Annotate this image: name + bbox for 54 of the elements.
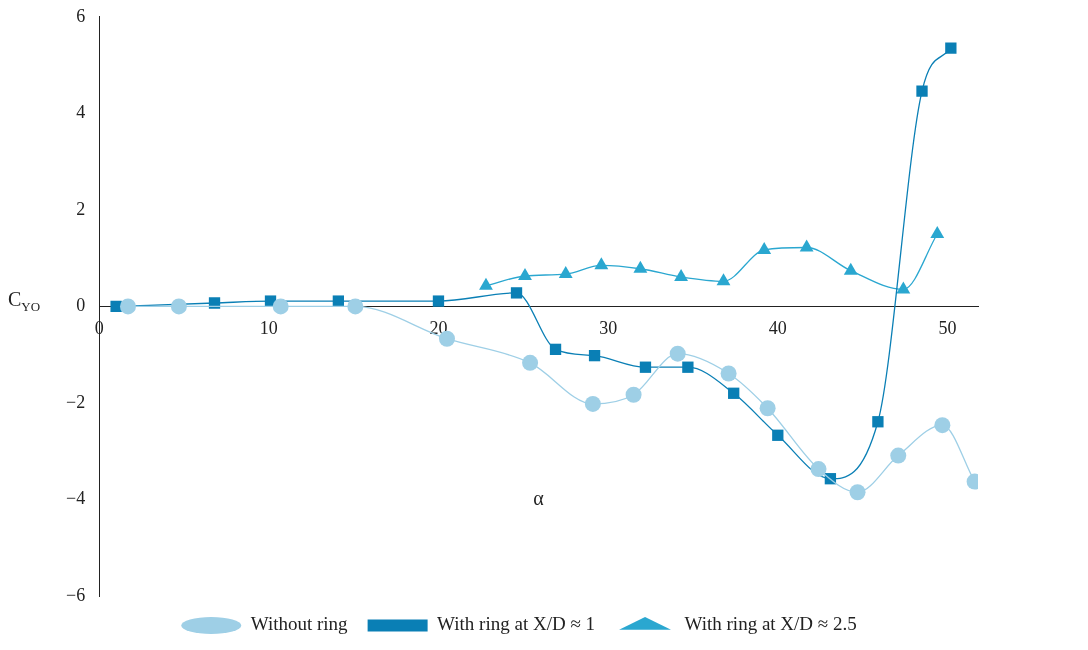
x-tick-label: 10 bbox=[259, 317, 278, 338]
point bbox=[810, 461, 827, 478]
point bbox=[716, 273, 731, 286]
point bbox=[772, 429, 784, 441]
point bbox=[522, 354, 539, 371]
point bbox=[890, 447, 907, 464]
point bbox=[332, 295, 345, 307]
y-tick-label: −4 bbox=[66, 488, 86, 509]
point bbox=[799, 239, 814, 252]
point bbox=[549, 343, 562, 356]
point bbox=[584, 395, 601, 412]
point bbox=[669, 345, 686, 362]
y-tick-label: 4 bbox=[76, 102, 86, 123]
point bbox=[558, 266, 573, 279]
point bbox=[720, 365, 737, 382]
x-axis-title: α bbox=[533, 486, 545, 509]
point bbox=[759, 400, 776, 417]
y-tick-label: 6 bbox=[76, 5, 86, 26]
point bbox=[849, 484, 866, 501]
y-tick-label: 0 bbox=[76, 295, 86, 316]
point bbox=[930, 226, 945, 238]
x-tick-label: 50 bbox=[938, 317, 957, 338]
point bbox=[518, 267, 532, 280]
point bbox=[479, 277, 493, 290]
point bbox=[272, 298, 289, 315]
point bbox=[728, 387, 740, 399]
point bbox=[682, 361, 694, 373]
point bbox=[633, 260, 648, 273]
point bbox=[896, 281, 911, 294]
point bbox=[588, 349, 601, 362]
point bbox=[432, 295, 445, 307]
point bbox=[872, 416, 884, 428]
y-tick-label: −6 bbox=[66, 584, 86, 605]
point bbox=[208, 297, 221, 309]
point bbox=[510, 287, 523, 299]
x-tick-label: 30 bbox=[599, 317, 618, 338]
point bbox=[843, 262, 858, 275]
point bbox=[594, 257, 609, 270]
y-tick-label: 2 bbox=[76, 198, 86, 219]
point bbox=[639, 361, 652, 373]
point bbox=[347, 298, 364, 315]
point bbox=[119, 298, 136, 315]
point bbox=[757, 241, 772, 254]
legend-label: Without ring bbox=[250, 613, 349, 635]
x-tick-label: 40 bbox=[768, 317, 787, 338]
point bbox=[934, 417, 951, 434]
point bbox=[674, 268, 689, 281]
point bbox=[916, 85, 928, 97]
y-tick-label: −2 bbox=[66, 391, 86, 412]
point bbox=[170, 298, 187, 315]
point bbox=[625, 386, 642, 403]
legend-label: With ring at X/D ≈ 1 bbox=[437, 613, 596, 635]
point bbox=[945, 42, 957, 54]
legend-label: With ring at X/D ≈ 2.5 bbox=[684, 613, 857, 635]
